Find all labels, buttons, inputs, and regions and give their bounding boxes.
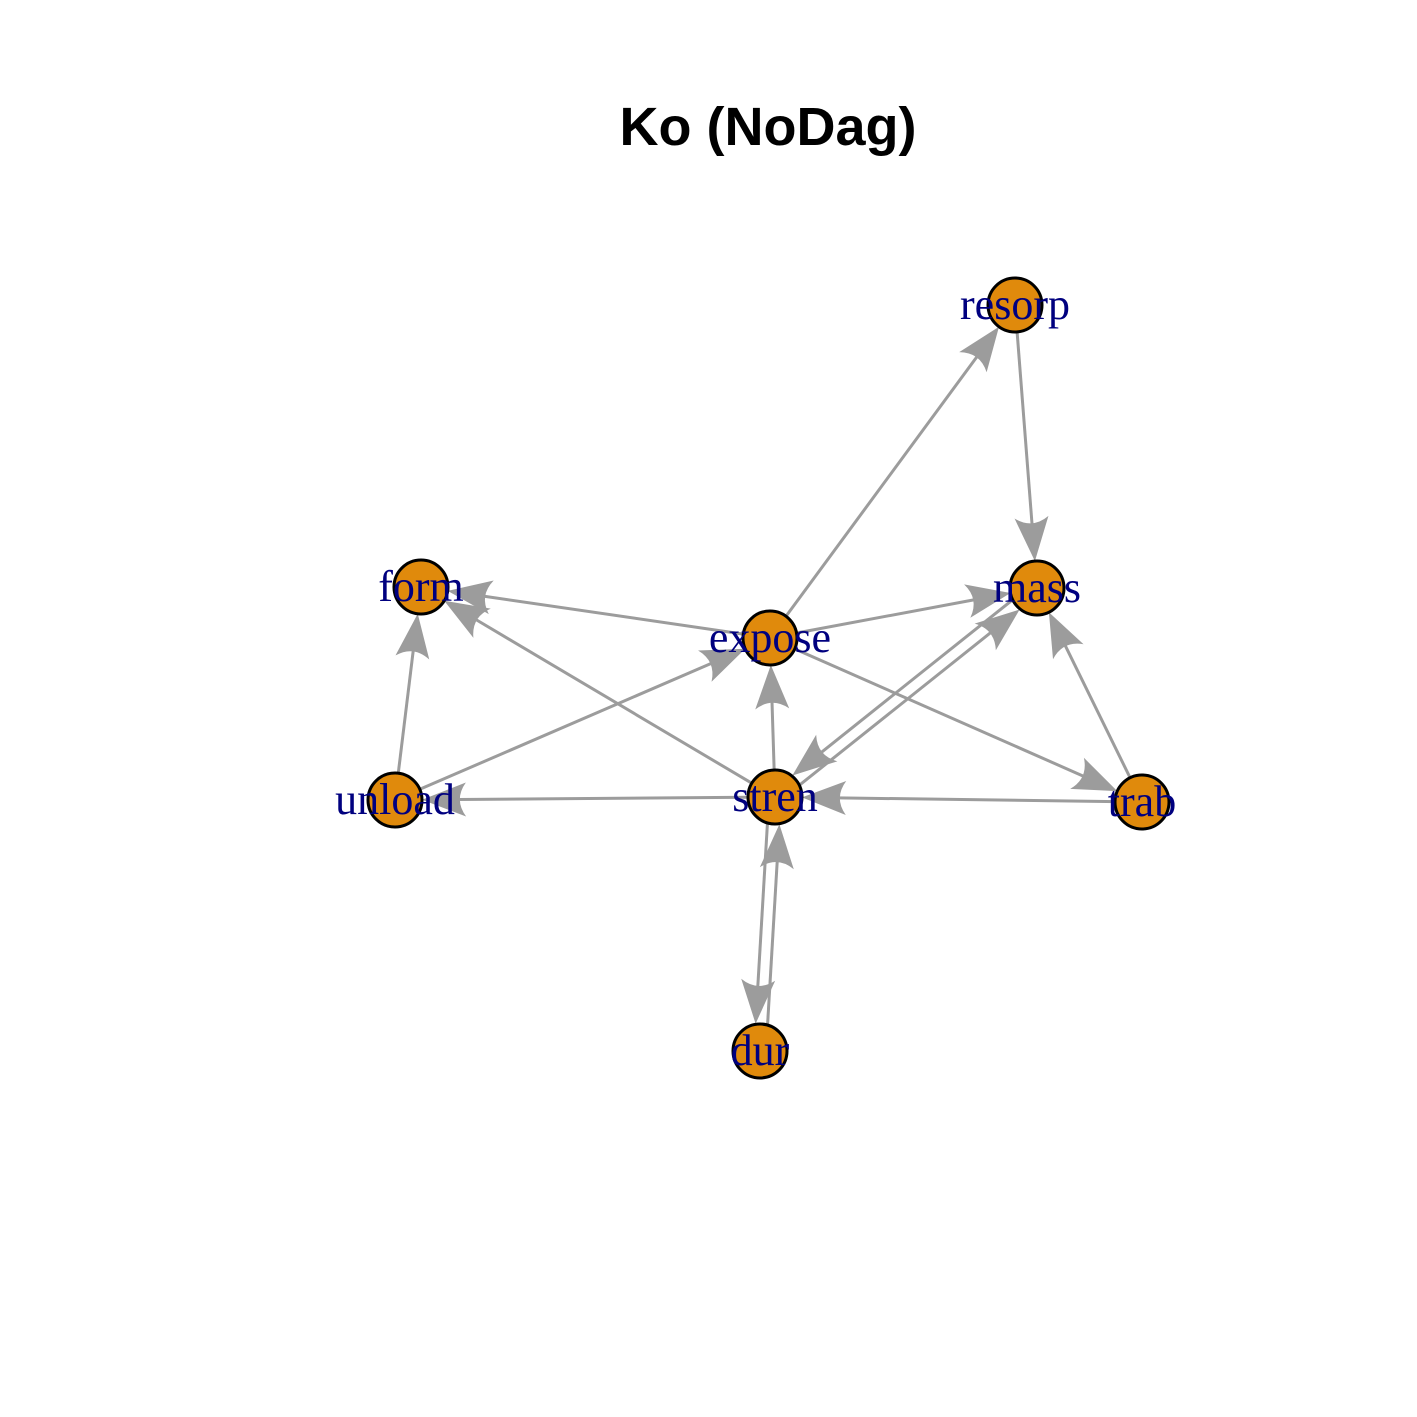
node-label-stren: stren bbox=[732, 772, 818, 821]
node-expose bbox=[741, 609, 799, 667]
edge-trab-to-stren bbox=[801, 780, 1116, 815]
arrowhead bbox=[395, 613, 430, 660]
edge-line bbox=[784, 354, 979, 618]
edge-dur-to-stren bbox=[759, 824, 794, 1025]
diagram-title: Ko (NoDag) bbox=[620, 97, 917, 157]
edge-line bbox=[396, 649, 415, 774]
edge-line bbox=[819, 598, 1014, 755]
arrowhead bbox=[964, 584, 1011, 618]
node-label-form: form bbox=[378, 562, 464, 611]
node-unload bbox=[366, 771, 424, 829]
edge-expose-to-mass bbox=[796, 584, 1011, 635]
node-label-mass: mass bbox=[993, 563, 1081, 612]
edge-trab-to-mass bbox=[1048, 612, 1132, 779]
labels-layer: resorp form mass expose unload stren trab dur bbox=[335, 280, 1176, 1075]
node-label-trab: trab bbox=[1108, 777, 1176, 826]
edge-line bbox=[457, 795, 749, 802]
edge-line bbox=[483, 594, 744, 636]
node-label-dur: dur bbox=[731, 1026, 790, 1075]
node-trab bbox=[1113, 773, 1171, 831]
edge-stren-to-unload bbox=[421, 782, 749, 817]
arrowhead bbox=[1070, 757, 1118, 792]
arrowhead bbox=[792, 734, 838, 776]
node-dur bbox=[731, 1022, 789, 1080]
edge-line bbox=[419, 661, 713, 791]
edge-line bbox=[1015, 331, 1034, 526]
edge-line bbox=[756, 823, 769, 988]
edge-line bbox=[837, 796, 1116, 804]
node-stren bbox=[746, 768, 804, 826]
nodes-layer bbox=[366, 276, 1171, 1080]
edge-stren-to-form bbox=[444, 600, 753, 785]
node-label-unload: unload bbox=[335, 775, 455, 824]
edge-line bbox=[770, 700, 776, 771]
node-label-resorp: resorp bbox=[960, 280, 1070, 329]
node-label-expose: expose bbox=[709, 613, 831, 662]
edge-line bbox=[766, 860, 779, 1025]
node-mass bbox=[1008, 559, 1066, 617]
arrowhead bbox=[801, 780, 847, 815]
edge-unload-to-form bbox=[395, 613, 430, 774]
arrowhead bbox=[959, 326, 999, 373]
arrowhead bbox=[447, 580, 494, 615]
edge-mass-to-stren bbox=[792, 598, 1014, 776]
arrowhead bbox=[698, 648, 746, 682]
arrowhead bbox=[755, 664, 790, 710]
edge-stren-to-dur bbox=[741, 823, 776, 1024]
arrowhead bbox=[1014, 515, 1049, 562]
node-resorp bbox=[986, 276, 1044, 334]
edge-expose-to-form bbox=[447, 580, 744, 636]
arrowhead bbox=[974, 609, 1020, 651]
edge-expose-to-resorp bbox=[784, 326, 999, 618]
arrowhead bbox=[759, 824, 794, 870]
edge-expose-to-trab bbox=[794, 647, 1118, 792]
arrowhead bbox=[741, 978, 776, 1024]
edge-resorp-to-mass bbox=[1014, 331, 1049, 562]
edge-line bbox=[1063, 643, 1132, 779]
arrowhead bbox=[1048, 612, 1084, 660]
edge-unload-to-expose bbox=[419, 648, 746, 791]
edge-line bbox=[796, 598, 976, 635]
arrowhead bbox=[421, 782, 467, 817]
edge-line bbox=[474, 617, 753, 785]
node-form bbox=[392, 558, 450, 616]
edge-stren-to-expose bbox=[755, 664, 790, 771]
edge-line bbox=[794, 647, 1085, 778]
arrowhead bbox=[444, 600, 491, 638]
edges-layer bbox=[395, 326, 1132, 1025]
